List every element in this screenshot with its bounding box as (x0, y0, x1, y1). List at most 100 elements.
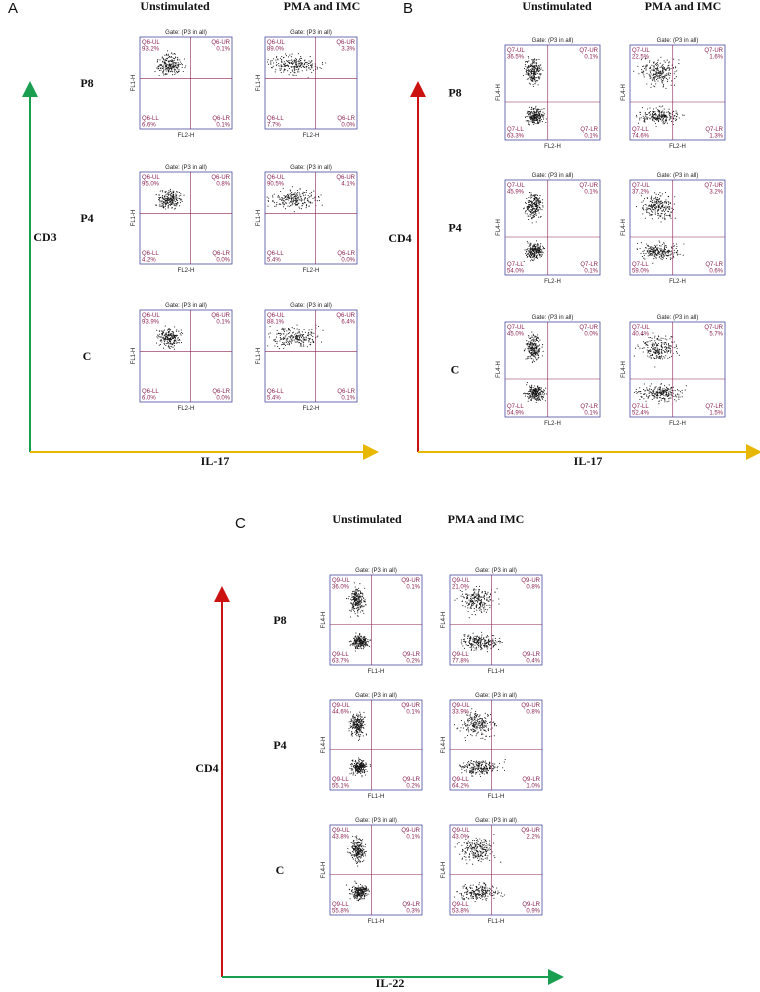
event-dot (671, 247, 672, 248)
event-dot (312, 339, 313, 340)
event-dot (661, 114, 662, 115)
event-dot (670, 202, 671, 203)
quadrant-percent: 0.1% (584, 269, 598, 275)
event-dot (170, 189, 171, 190)
event-dot (658, 218, 659, 219)
event-dot (356, 604, 357, 605)
event-dot (163, 202, 164, 203)
event-dot (176, 343, 177, 344)
gate-label: Gate: (P3 in all) (290, 303, 332, 309)
event-dot (310, 69, 311, 70)
event-dot (535, 119, 536, 120)
event-dot (529, 115, 530, 116)
event-dot (527, 206, 528, 207)
event-dot (658, 401, 659, 402)
event-dot (177, 335, 178, 336)
event-dot (668, 344, 669, 345)
event-dot (534, 250, 535, 251)
event-dot (174, 341, 175, 342)
event-dot (288, 60, 289, 61)
row-label: P4 (273, 738, 286, 752)
event-dot (478, 645, 479, 646)
event-dot (166, 58, 167, 59)
event-dot (300, 60, 301, 61)
event-dot (310, 331, 311, 332)
event-dot (489, 644, 490, 645)
event-dot (166, 204, 167, 205)
flow-plot: Gate: (P3 in all)FL2-HFL1-HQ6-UL95.0%Q6-… (131, 165, 232, 274)
event-dot (526, 203, 527, 204)
event-dot (667, 68, 668, 69)
event-dot (166, 69, 167, 70)
event-dot (532, 351, 533, 352)
event-dot (170, 341, 171, 342)
flow-plot: Gate: (P3 in all)FL2-HFL1-HQ6-UL89.0%Q6-… (256, 30, 357, 139)
event-dot (289, 197, 290, 198)
event-dot (284, 204, 285, 205)
event-dot (654, 117, 655, 118)
event-dot (369, 640, 370, 641)
event-dot (357, 646, 358, 647)
event-dot (656, 119, 657, 120)
event-dot (168, 206, 169, 207)
event-dot (525, 64, 526, 65)
event-dot (531, 335, 532, 336)
event-dot (535, 354, 536, 355)
event-dot (361, 605, 362, 606)
event-dot (352, 591, 353, 592)
event-dot (664, 343, 665, 344)
event-dot (665, 62, 666, 63)
event-dot (662, 259, 663, 260)
event-dot (642, 251, 643, 252)
event-dot (357, 596, 358, 597)
event-dot (532, 222, 533, 223)
quadrant-name: Q7-UR (704, 183, 723, 189)
event-dot (311, 64, 312, 65)
event-dot (179, 195, 180, 196)
event-dot (169, 328, 170, 329)
event-dot (166, 200, 167, 201)
row-label: C (276, 863, 285, 877)
event-dot (303, 192, 304, 193)
event-dot (534, 65, 535, 66)
event-dot (658, 335, 659, 336)
event-dot (655, 114, 656, 115)
event-dot (665, 210, 666, 211)
event-dot (660, 388, 661, 389)
event-dot (284, 344, 285, 345)
event-dot (663, 249, 664, 250)
event-dot (480, 601, 481, 602)
event-dot (167, 335, 168, 336)
event-dot (532, 78, 533, 79)
event-dot (528, 391, 529, 392)
event-dot (532, 392, 533, 393)
event-dot (647, 117, 648, 118)
event-dot (274, 340, 275, 341)
event-dot (301, 334, 302, 335)
event-dot (654, 336, 655, 337)
x-axis-label: IL-22 (376, 976, 405, 990)
event-dot (642, 107, 643, 108)
event-dot (655, 117, 656, 118)
event-dot (535, 388, 536, 389)
event-dot (283, 203, 284, 204)
quadrant-name: Q6-UL (142, 40, 160, 46)
event-dot (536, 340, 537, 341)
event-dot (170, 60, 171, 61)
event-dot (527, 113, 528, 114)
event-dot (663, 122, 664, 123)
event-dot (532, 63, 533, 64)
event-dot (283, 330, 284, 331)
flow-plot: Gate: (P3 in all)FL1-HFL4-HQ9-UL36.0%Q9-… (321, 568, 422, 675)
event-dot (662, 394, 663, 395)
event-dot (669, 68, 670, 69)
event-dot (660, 397, 661, 398)
event-dot (281, 344, 282, 345)
event-dot (357, 611, 358, 612)
event-dot (665, 88, 666, 89)
column-header: PMA and IMC (284, 0, 361, 13)
event-dot (654, 358, 655, 359)
event-dot (654, 111, 655, 112)
event-dot (298, 339, 299, 340)
event-dot (297, 66, 298, 67)
